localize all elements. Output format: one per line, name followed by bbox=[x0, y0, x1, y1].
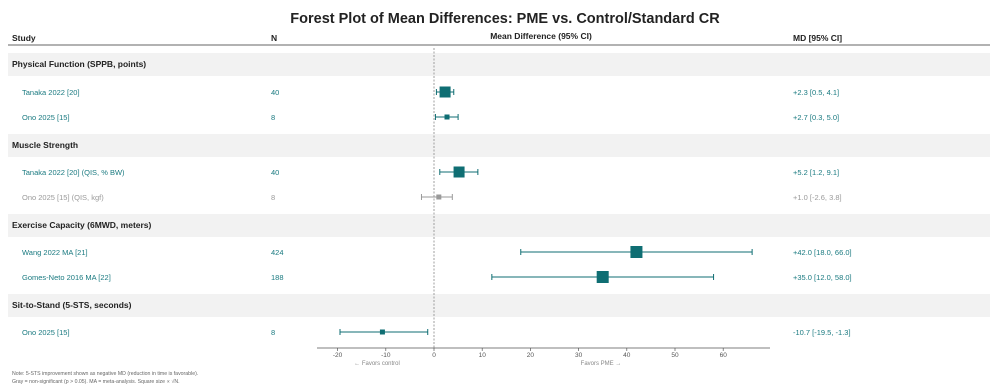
section-band bbox=[8, 134, 990, 157]
column-header-md: MD [95% CI] bbox=[793, 33, 842, 43]
study-n: 188 bbox=[271, 273, 284, 282]
footnote-1: Note: 5-STS improvement shown as negativ… bbox=[12, 371, 198, 377]
section-title: Sit-to-Stand (5-STS, seconds) bbox=[12, 300, 132, 310]
x-axis: -20 -10 0 10 20 30 40 50 60 bbox=[317, 347, 770, 359]
point-estimate bbox=[596, 271, 609, 283]
study-md-ci: -10.7 [-19.5, -1.3] bbox=[793, 328, 851, 337]
column-header-n: N bbox=[271, 33, 277, 43]
x-tick-label: 40 bbox=[623, 352, 631, 359]
x-tick-label: 20 bbox=[527, 352, 535, 359]
study-label: Wang 2022 MA [21] bbox=[22, 248, 88, 257]
study-label: Ono 2025 [15] bbox=[22, 328, 70, 337]
point-estimate bbox=[436, 194, 442, 200]
point-estimate bbox=[630, 246, 643, 258]
x-tick-label: 10 bbox=[479, 352, 487, 359]
study-label: Ono 2025 [15] (QIS, kgf) bbox=[22, 193, 104, 202]
x-tick-label: 0 bbox=[432, 352, 436, 359]
study-md-ci: +1.0 [-2.6, 3.8] bbox=[793, 193, 842, 202]
x-tick-label: 60 bbox=[720, 352, 728, 359]
study-md-ci: +2.3 [0.5, 4.1] bbox=[793, 88, 839, 97]
x-tick-label: 50 bbox=[671, 352, 679, 359]
study-md-ci: +35.0 [12.0, 58.0] bbox=[793, 273, 852, 282]
study-n: 40 bbox=[271, 88, 279, 97]
section-band bbox=[8, 294, 990, 317]
footnote-2: Gray = non-significant (p > 0.05). MA = … bbox=[12, 378, 180, 385]
x-tick-label: -20 bbox=[333, 352, 343, 359]
plot-area bbox=[339, 48, 753, 348]
point-estimate bbox=[444, 114, 450, 120]
section-title: Physical Function (SPPB, points) bbox=[12, 59, 146, 69]
study-n: 8 bbox=[271, 328, 275, 337]
chart-title: Forest Plot of Mean Differences: PME vs.… bbox=[290, 11, 720, 27]
x-tick-label: 30 bbox=[575, 352, 583, 359]
section-title: Exercise Capacity (6MWD, meters) bbox=[12, 220, 152, 230]
study-label: Tanaka 2022 [20] (QIS, % BW) bbox=[22, 168, 125, 177]
section-bands bbox=[8, 53, 990, 317]
study-md-ci: +5.2 [1.2, 9.1] bbox=[793, 168, 839, 177]
favors-control-label: ← Favors control bbox=[354, 361, 400, 367]
study-n: 424 bbox=[271, 248, 284, 257]
study-label: Ono 2025 [15] bbox=[22, 113, 70, 122]
point-estimate bbox=[439, 86, 451, 98]
point-estimate bbox=[379, 329, 385, 335]
study-n: 8 bbox=[271, 113, 275, 122]
point-estimate bbox=[453, 166, 465, 178]
study-n: 8 bbox=[271, 193, 275, 202]
study-label: Tanaka 2022 [20] bbox=[22, 88, 80, 97]
column-header-ci: Mean Difference (95% CI) bbox=[490, 31, 592, 41]
study-md-ci: +42.0 [18.0, 66.0] bbox=[793, 248, 852, 257]
study-n: 40 bbox=[271, 168, 279, 177]
study-label: Gomes-Neto 2016 MA [22] bbox=[22, 273, 111, 282]
section-band bbox=[8, 214, 990, 237]
favors-pme-label: Favors PME → bbox=[581, 361, 622, 367]
section-band bbox=[8, 53, 990, 76]
x-tick-label: -10 bbox=[381, 352, 391, 359]
study-rows: Physical Function (SPPB, points) Muscle S… bbox=[12, 59, 852, 337]
study-md-ci: +2.7 [0.3, 5.0] bbox=[793, 113, 839, 122]
section-title: Muscle Strength bbox=[12, 140, 78, 150]
column-header-study: Study bbox=[12, 33, 36, 43]
